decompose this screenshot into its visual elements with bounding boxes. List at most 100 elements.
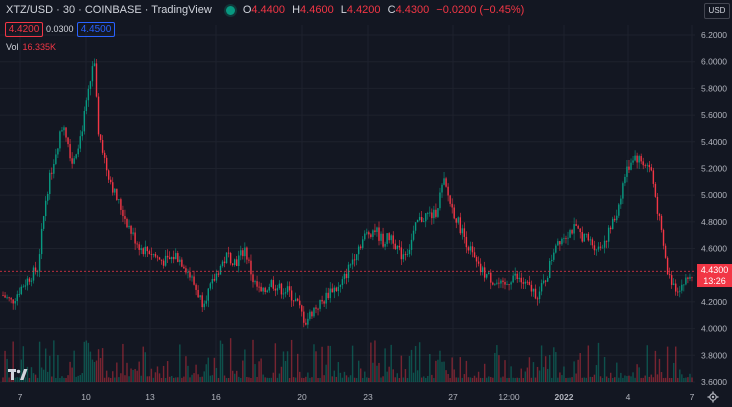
candle-body bbox=[283, 294, 284, 295]
volume-bar bbox=[506, 378, 507, 382]
volume-bar bbox=[657, 374, 658, 382]
candle-body bbox=[208, 289, 209, 301]
candle-body bbox=[606, 241, 607, 242]
volume-bar bbox=[429, 354, 430, 382]
volume-bar bbox=[602, 378, 603, 382]
volume-bar bbox=[535, 378, 536, 382]
candle-body bbox=[679, 291, 680, 292]
candle-body bbox=[620, 199, 621, 205]
candle-body bbox=[352, 259, 353, 264]
volume-bar bbox=[65, 378, 66, 382]
volume-bar bbox=[628, 376, 629, 382]
candle-body bbox=[330, 288, 331, 298]
volume-bar bbox=[464, 374, 465, 382]
market-status-dot-icon bbox=[226, 6, 235, 15]
candle-body bbox=[368, 232, 369, 234]
candle-body bbox=[378, 227, 379, 240]
volume-bar bbox=[488, 376, 489, 382]
volume-bar bbox=[92, 360, 93, 382]
high-value: 4.4600 bbox=[300, 4, 334, 16]
volume-bar bbox=[275, 343, 276, 382]
volume-bar bbox=[449, 378, 450, 382]
candle-body bbox=[315, 308, 316, 309]
volume-bar bbox=[124, 375, 125, 382]
candle-body bbox=[63, 127, 64, 130]
candle-body bbox=[82, 131, 83, 136]
candle-body bbox=[134, 232, 135, 243]
candle-body bbox=[262, 288, 263, 292]
gear-icon[interactable] bbox=[707, 391, 719, 403]
high-label: H bbox=[292, 4, 300, 16]
sell-button[interactable]: 4.4200 bbox=[5, 22, 43, 37]
candle-body bbox=[456, 218, 457, 222]
candle-body bbox=[640, 156, 641, 161]
volume-bar bbox=[238, 377, 239, 382]
volume-bar bbox=[98, 349, 99, 382]
volume-bar bbox=[386, 372, 387, 382]
currency-selector[interactable]: USD bbox=[704, 3, 730, 19]
volume-bar bbox=[620, 373, 621, 382]
candle-body bbox=[244, 248, 245, 257]
time-axis[interactable]: 710131620232712:00202247 bbox=[18, 392, 695, 402]
candle-body bbox=[183, 267, 184, 269]
tradingview-logo-icon[interactable] bbox=[8, 368, 28, 382]
candle-body bbox=[295, 299, 296, 301]
candle-body bbox=[228, 253, 229, 254]
candle-body bbox=[549, 261, 550, 278]
volume-bar bbox=[163, 366, 164, 382]
candle-body bbox=[458, 217, 459, 222]
candle-body bbox=[179, 260, 180, 262]
volume-bar bbox=[577, 360, 578, 382]
volume-bar bbox=[441, 362, 442, 382]
candle-body bbox=[92, 66, 93, 81]
candle-body bbox=[124, 216, 125, 219]
volume-bar bbox=[63, 378, 64, 382]
volume-bar bbox=[368, 378, 369, 382]
volume-bar bbox=[360, 368, 361, 382]
volume-bar bbox=[106, 371, 107, 382]
candle-body bbox=[594, 245, 595, 250]
volume-bar bbox=[295, 378, 296, 382]
volume-bar bbox=[311, 377, 312, 382]
candle-body bbox=[33, 267, 34, 280]
volume-bar bbox=[185, 356, 186, 382]
candle-body bbox=[427, 213, 428, 214]
volume-bar bbox=[565, 378, 566, 382]
price-tick-label: 5.2000 bbox=[701, 163, 727, 173]
candle-body bbox=[449, 195, 450, 203]
volume-bar bbox=[75, 377, 76, 382]
volume-bar bbox=[71, 368, 72, 382]
volume-bar bbox=[197, 374, 198, 382]
volume-bar bbox=[122, 344, 123, 382]
candle-body bbox=[390, 235, 391, 240]
volume-bar bbox=[640, 378, 641, 382]
volume-bar bbox=[514, 378, 515, 382]
candle-body bbox=[425, 213, 426, 221]
symbol-title[interactable]: XTZ/USD · 30 · COINBASE · TradingView bbox=[6, 4, 212, 16]
volume-bar bbox=[246, 377, 247, 382]
candle-body bbox=[466, 237, 467, 247]
candle-body bbox=[338, 287, 339, 291]
candle-body bbox=[675, 284, 676, 292]
candle-body bbox=[25, 285, 26, 286]
candle-body bbox=[512, 276, 513, 283]
volume-bar bbox=[531, 378, 532, 382]
candle-body bbox=[441, 185, 442, 193]
volume-bar bbox=[504, 360, 505, 382]
price-axis[interactable]: 6.20006.00005.80005.60005.40005.20005.00… bbox=[701, 30, 727, 387]
buy-button[interactable]: 4.4500 bbox=[77, 22, 115, 37]
candle-body bbox=[569, 230, 570, 238]
volume-bar bbox=[358, 361, 359, 382]
candle-body bbox=[474, 252, 475, 257]
candle-body bbox=[462, 228, 463, 233]
candle-body bbox=[256, 281, 257, 287]
candle-body bbox=[382, 234, 383, 247]
volume-bar bbox=[470, 377, 471, 382]
volume-bar bbox=[569, 378, 570, 382]
candle-body bbox=[618, 204, 619, 215]
volume-bar bbox=[183, 377, 184, 382]
candle-body bbox=[689, 277, 690, 279]
candle-body bbox=[551, 260, 552, 261]
volume-bar bbox=[466, 361, 467, 382]
